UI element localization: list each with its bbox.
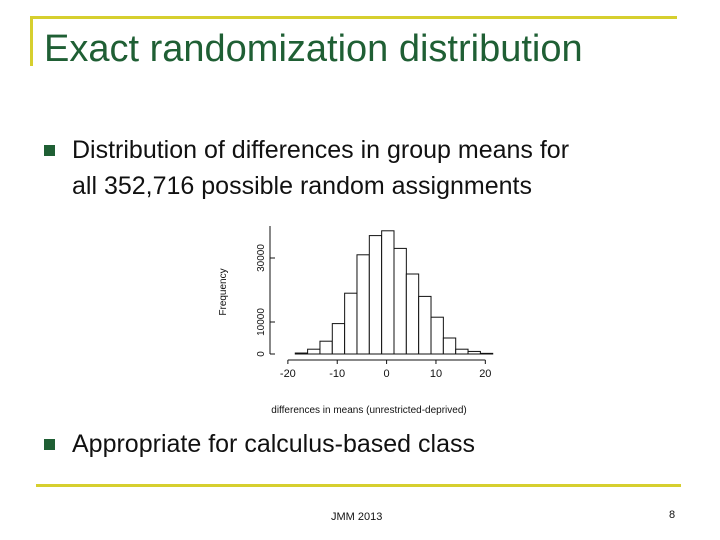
histogram-bar bbox=[368, 235, 383, 355]
y-tick-label: 0 bbox=[256, 351, 267, 357]
histogram-bar bbox=[442, 337, 457, 355]
y-tick-label: 30000 bbox=[256, 244, 267, 272]
histogram-bar bbox=[331, 323, 346, 355]
histogram-bar bbox=[381, 230, 395, 355]
histogram-bar bbox=[393, 247, 407, 355]
page-number: 8 bbox=[669, 509, 676, 521]
bullet-2-line-1: Appropriate for calculus-based class bbox=[72, 430, 475, 458]
x-tick-label: 10 bbox=[430, 368, 442, 380]
bullet-1-line-1: Distribution of differences in group mea… bbox=[72, 136, 570, 164]
histogram-bar bbox=[467, 350, 481, 355]
histogram-bar bbox=[455, 348, 469, 355]
x-tick-label: -20 bbox=[280, 368, 296, 380]
histogram-bars bbox=[294, 230, 494, 355]
x-tick-label: 20 bbox=[479, 368, 491, 380]
histogram-bar bbox=[479, 352, 494, 355]
histogram-bar bbox=[344, 292, 358, 355]
footer-rule bbox=[36, 484, 681, 487]
histogram-bar bbox=[430, 316, 444, 355]
x-tick-label: 0 bbox=[384, 368, 390, 380]
bullet-square-icon bbox=[44, 145, 55, 156]
x-tick-label: -10 bbox=[329, 368, 345, 380]
y-axis: 0 10000 30000 bbox=[256, 226, 275, 357]
x-axis: -20 -10 0 10 20 bbox=[280, 359, 491, 380]
title-frame-left-rule bbox=[30, 16, 33, 66]
x-axis-label: differences in means (unrestricted-depri… bbox=[271, 405, 466, 416]
histogram-bar bbox=[294, 352, 309, 355]
y-tick-label: 10000 bbox=[256, 308, 267, 336]
title-frame-top-rule bbox=[30, 16, 677, 19]
bullet-1-line-2: all 352,716 possible random assignments bbox=[72, 172, 532, 200]
histogram-bar bbox=[405, 273, 420, 355]
y-axis-label: Frequency bbox=[218, 268, 229, 315]
histogram-bar bbox=[307, 348, 321, 355]
histogram-bar bbox=[319, 340, 333, 355]
histogram-chart: -20 -10 0 10 20 0 10000 30000 differences in m… bbox=[218, 226, 494, 416]
footer-label: JMM 2013 bbox=[331, 511, 383, 523]
bullet-square-icon bbox=[44, 439, 55, 450]
histogram-bar bbox=[418, 295, 432, 355]
slide-title: Exact randomization distribution bbox=[44, 28, 583, 70]
histogram-bar bbox=[356, 254, 370, 355]
